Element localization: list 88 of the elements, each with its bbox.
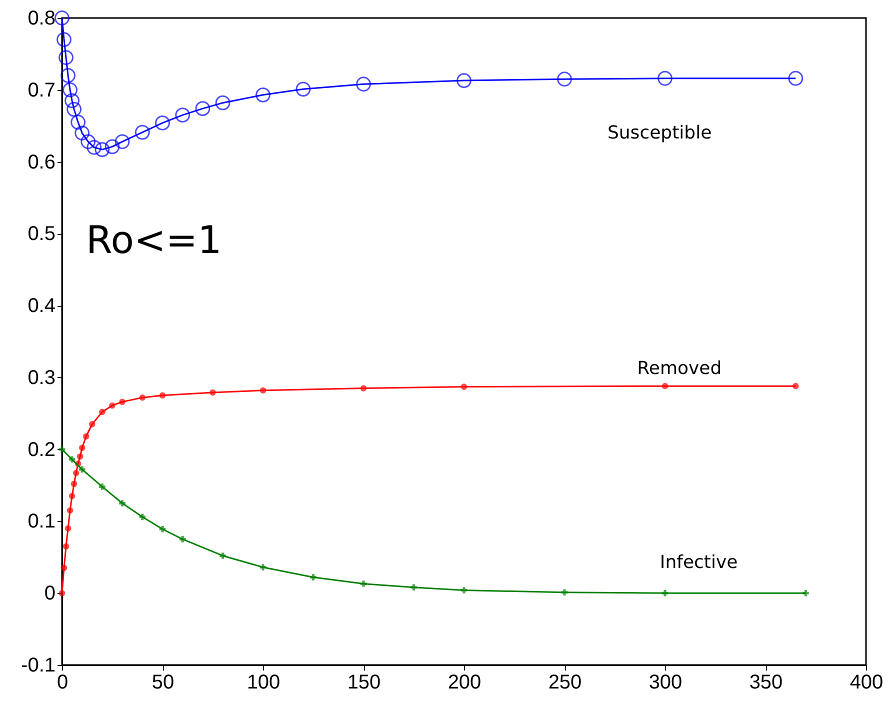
- point: [179, 536, 186, 542]
- point: [215, 95, 230, 110]
- point: [210, 389, 216, 396]
- point: [296, 82, 311, 97]
- x-tick-label: 200: [448, 672, 482, 694]
- point: [256, 87, 270, 102]
- point: [662, 382, 668, 390]
- point: [68, 492, 76, 500]
- point: [788, 70, 804, 86]
- point: [58, 590, 66, 596]
- point: [68, 456, 76, 463]
- point: [109, 402, 116, 409]
- point: [60, 564, 68, 572]
- point: [70, 480, 78, 487]
- point: [195, 101, 210, 116]
- point: [356, 76, 371, 92]
- x-tick-label: 150: [347, 672, 381, 694]
- y-tick-label: 0.6: [28, 151, 56, 174]
- point: [82, 433, 90, 440]
- point: [62, 543, 70, 550]
- x-tick-label: 300: [648, 672, 682, 694]
- point: [159, 526, 166, 532]
- y-tick-label: 0.4: [28, 295, 56, 318]
- point: [64, 93, 80, 108]
- point: [58, 50, 74, 65]
- y-tick-label: 0.1: [28, 510, 56, 533]
- y-tick-label: 0.2: [28, 438, 56, 461]
- point: [114, 134, 130, 150]
- point: [456, 73, 472, 88]
- y-tick-label: 0.8: [28, 8, 56, 30]
- point: [70, 114, 86, 130]
- point: [260, 564, 266, 570]
- point: [104, 139, 120, 154]
- point: [99, 484, 106, 490]
- y-tick-label: 0: [44, 582, 56, 605]
- point: [792, 382, 799, 390]
- text: Susceptible: [607, 122, 712, 144]
- point: [56, 32, 72, 48]
- point: [60, 68, 76, 83]
- point: [360, 580, 367, 587]
- point: [410, 584, 417, 591]
- point: [72, 470, 80, 476]
- point: [175, 108, 190, 122]
- point: [64, 525, 72, 532]
- y-tick-label: -0.1: [21, 654, 56, 676]
- y-tick-label: 0.3: [28, 366, 56, 389]
- point: [310, 574, 316, 580]
- point: [561, 589, 568, 596]
- point: [62, 82, 78, 98]
- point: [139, 394, 146, 401]
- point: [155, 116, 170, 130]
- point: [220, 552, 226, 559]
- point: [66, 102, 82, 117]
- point: [99, 408, 106, 416]
- point: [557, 72, 572, 87]
- point: [66, 507, 74, 514]
- annotation: Ro<=1: [86, 218, 222, 262]
- point: [76, 453, 84, 460]
- point: [80, 134, 96, 150]
- point: [78, 466, 86, 473]
- x-tick-label: 50: [152, 672, 174, 694]
- point: [159, 392, 166, 399]
- series-label: Infective: [660, 552, 738, 574]
- y-tick-label: 0.5: [28, 223, 56, 246]
- point: [86, 140, 102, 155]
- point: [460, 587, 468, 594]
- point: [662, 590, 668, 596]
- point: [134, 124, 150, 140]
- point: [54, 10, 70, 26]
- point: [94, 142, 110, 157]
- point: [119, 398, 126, 406]
- point: [78, 444, 86, 452]
- x-tick-label: 400: [850, 672, 884, 694]
- x-tick-label: 250: [548, 672, 582, 694]
- series-label: Removed: [637, 358, 722, 380]
- x-tick-label: 350: [749, 672, 783, 694]
- point: [119, 500, 126, 506]
- point: [802, 590, 809, 596]
- point: [139, 514, 146, 520]
- point: [360, 385, 367, 392]
- x-tick-label: 100: [246, 672, 280, 694]
- point: [460, 384, 468, 390]
- y-tick-label: 0.7: [28, 79, 56, 102]
- point: [74, 126, 90, 140]
- point: [658, 70, 672, 86]
- point: [58, 446, 66, 452]
- point: [260, 387, 266, 394]
- point: [88, 421, 96, 428]
